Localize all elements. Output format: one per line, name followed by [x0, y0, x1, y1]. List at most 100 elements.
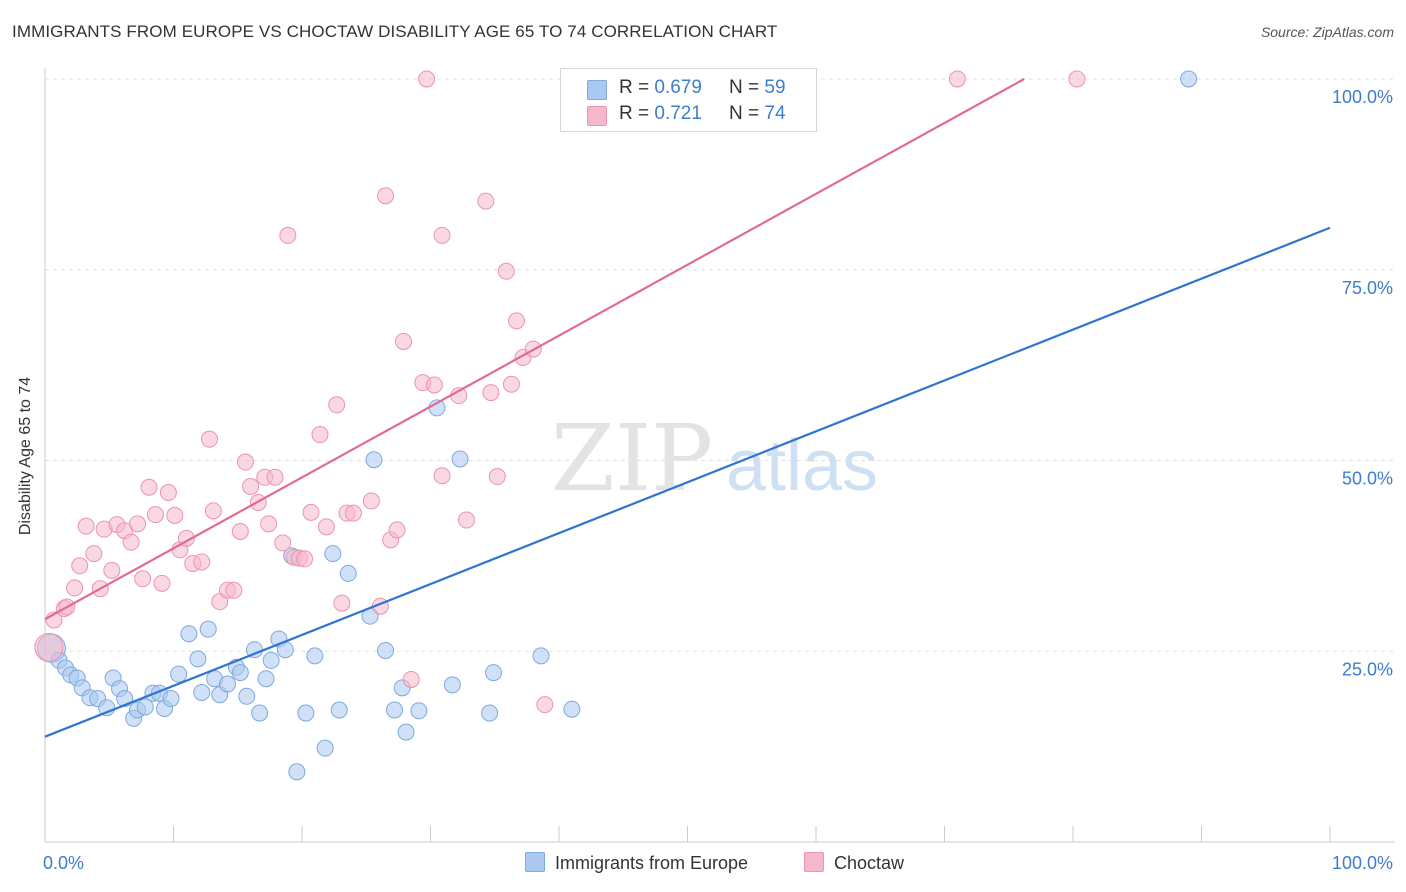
- point-europe: [218, 675, 236, 693]
- point-choctaw: [333, 594, 351, 612]
- point-europe: [189, 650, 207, 668]
- point-choctaw: [433, 226, 451, 244]
- y-tick-label: 25.0%: [1342, 659, 1393, 679]
- point-choctaw: [242, 477, 260, 495]
- point-choctaw: [377, 187, 395, 205]
- point-choctaw: [317, 518, 335, 536]
- trend-line-europe: [44, 226, 1331, 738]
- point-choctaw: [311, 426, 329, 444]
- bottom-legend-swatch-choctaw: [804, 852, 824, 872]
- legend-r-value: 0.721: [654, 103, 702, 124]
- point-europe: [365, 451, 383, 469]
- point-choctaw: [388, 521, 406, 539]
- point-choctaw: [193, 553, 211, 571]
- bottom-legend-label-choctaw: Choctaw: [834, 853, 905, 873]
- point-europe: [297, 704, 315, 722]
- y-tick-label: 100.0%: [1332, 87, 1393, 107]
- point-choctaw: [159, 484, 177, 502]
- point-choctaw: [418, 70, 436, 88]
- point-europe: [397, 723, 415, 741]
- point-choctaw: [134, 570, 152, 588]
- bottom-legend-choctaw[interactable]: Choctaw: [804, 852, 904, 874]
- point-choctaw: [266, 468, 284, 486]
- point-choctaw: [457, 511, 475, 529]
- point-europe: [563, 700, 581, 718]
- point-choctaw: [204, 502, 222, 520]
- point-europe: [330, 701, 348, 719]
- point-europe: [1180, 70, 1198, 88]
- point-choctaw: [34, 632, 64, 662]
- legend-n-value: 74: [764, 103, 786, 124]
- legend-n-label: N =: [729, 103, 765, 124]
- point-europe: [386, 701, 404, 719]
- point-europe: [481, 704, 499, 722]
- point-europe: [443, 676, 461, 694]
- point-choctaw: [71, 557, 89, 575]
- point-choctaw: [433, 467, 451, 485]
- point-europe: [238, 687, 256, 705]
- point-choctaw: [200, 430, 218, 448]
- x-tick-label: 100.0%: [1332, 853, 1393, 873]
- y-tick-label: 75.0%: [1342, 278, 1393, 298]
- point-choctaw: [402, 670, 420, 688]
- point-choctaw: [279, 226, 297, 244]
- point-choctaw: [502, 375, 520, 393]
- correlation-legend: R = 0.679 N = 59 R = 0.721 N = 74: [560, 68, 817, 132]
- source-note: Source: ZipAtlas.com: [1260, 24, 1394, 40]
- point-choctaw: [122, 533, 140, 551]
- trend-lines: [44, 78, 1331, 738]
- point-choctaw: [77, 517, 95, 535]
- legend-swatch-choctaw: [587, 106, 607, 126]
- point-choctaw: [948, 70, 966, 88]
- point-choctaw: [362, 492, 380, 510]
- point-choctaw: [477, 192, 495, 210]
- point-europe: [451, 450, 469, 468]
- point-choctaw: [129, 515, 147, 533]
- y-tick-label: 50.0%: [1342, 469, 1393, 489]
- point-choctaw: [425, 376, 443, 394]
- tick-labels: 25.0% 50.0% 75.0% 100.0% 0.0% 100.0%: [43, 87, 1393, 873]
- point-choctaw: [497, 262, 515, 280]
- point-europe: [257, 670, 275, 688]
- point-choctaw: [328, 396, 346, 414]
- watermark-zip: ZIP: [551, 405, 713, 512]
- point-choctaw: [482, 384, 500, 402]
- point-choctaw: [153, 574, 171, 592]
- point-choctaw: [274, 534, 292, 552]
- point-europe: [306, 647, 324, 665]
- legend-n-label: N =: [729, 77, 765, 98]
- bottom-legend-label-europe: Immigrants from Europe: [555, 853, 749, 873]
- point-choctaw: [236, 453, 254, 471]
- point-choctaw: [344, 504, 362, 522]
- grid-lines: [45, 78, 1395, 652]
- point-europe: [251, 704, 269, 722]
- bottom-legend-europe[interactable]: Immigrants from Europe: [525, 852, 748, 874]
- x-tick-label: 0.0%: [43, 853, 84, 873]
- point-europe: [484, 664, 502, 682]
- point-choctaw: [103, 561, 121, 579]
- point-europe: [231, 664, 249, 682]
- point-choctaw: [488, 468, 506, 486]
- legend-r-label: R =: [619, 77, 655, 98]
- data-points: [34, 70, 1198, 781]
- legend-r-label: R =: [619, 103, 655, 124]
- point-choctaw: [231, 522, 249, 540]
- point-choctaw: [85, 545, 103, 563]
- point-europe: [288, 763, 306, 781]
- point-choctaw: [395, 332, 413, 350]
- point-europe: [199, 620, 217, 638]
- chart-title: IMMIGRANTS FROM EUROPE VS CHOCTAW DISABI…: [12, 22, 778, 41]
- point-europe: [532, 647, 550, 665]
- point-europe: [377, 641, 395, 659]
- bottom-legend-swatch-europe: [525, 852, 545, 872]
- point-choctaw: [536, 696, 554, 714]
- point-choctaw: [296, 550, 314, 568]
- point-choctaw: [260, 515, 278, 533]
- point-europe: [316, 739, 334, 757]
- point-choctaw: [1068, 70, 1086, 88]
- trend-line-choctaw: [44, 78, 1025, 621]
- legend-swatch-europe: [587, 80, 607, 100]
- legend-n-value: 59: [764, 77, 786, 98]
- point-europe: [180, 625, 198, 643]
